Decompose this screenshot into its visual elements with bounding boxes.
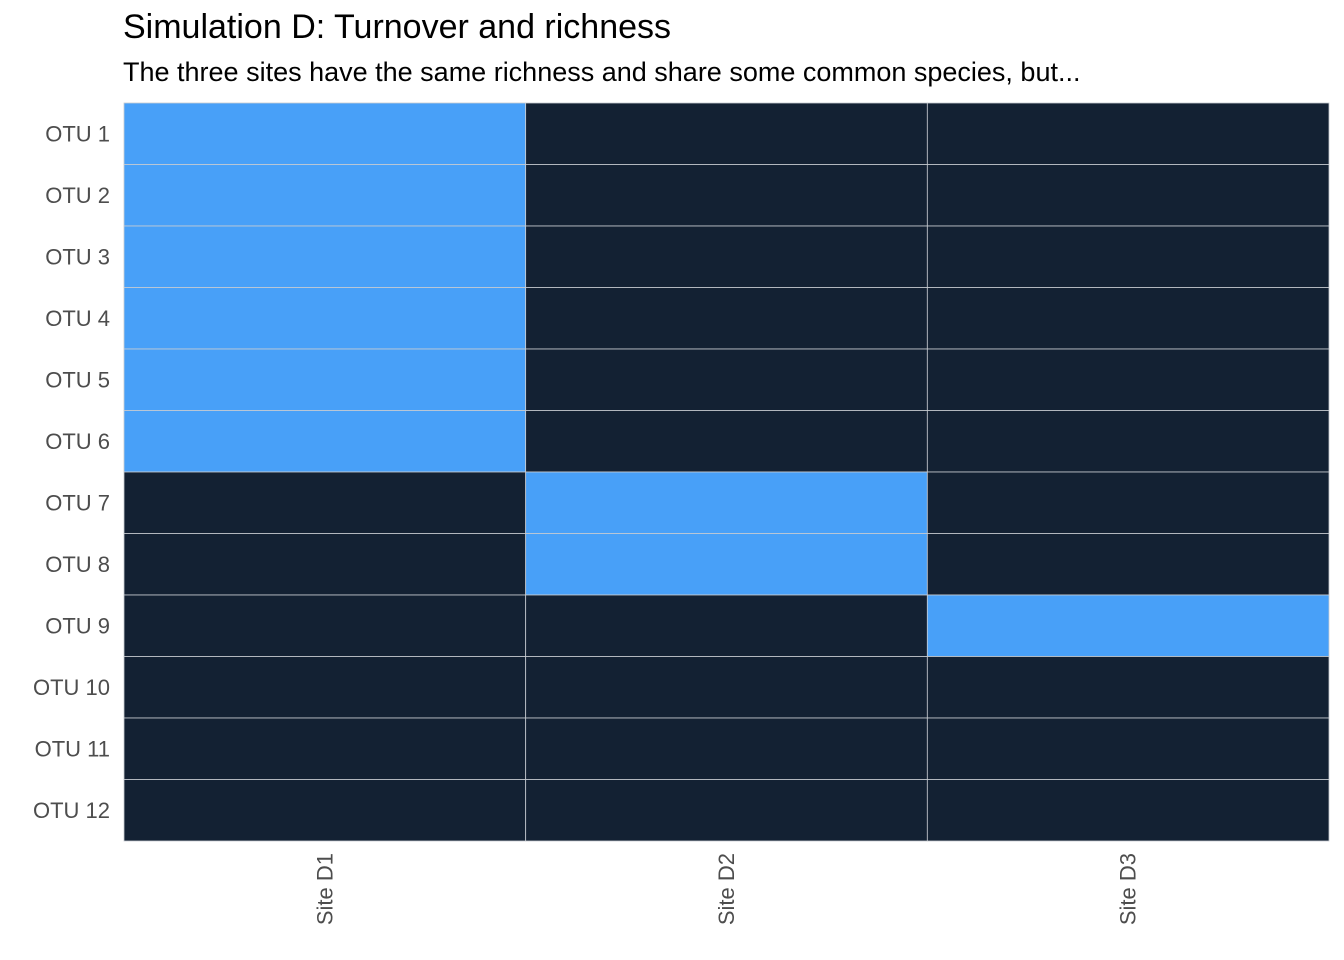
heatmap-cell <box>926 594 1330 657</box>
heatmap-cell <box>123 471 527 534</box>
heatmap-cell <box>525 287 928 350</box>
heatmap-cell <box>525 410 928 473</box>
heatmap-cell <box>525 533 928 596</box>
heatmap-cell <box>926 164 1330 227</box>
y-tick-label: OTU 8 <box>45 552 110 577</box>
heatmap-cell <box>926 471 1330 534</box>
heatmap-cell <box>926 102 1330 165</box>
heatmap-cell <box>123 533 527 596</box>
heatmap-cell <box>123 656 527 719</box>
heatmap-cell <box>926 779 1330 842</box>
heatmap-cell <box>123 410 527 473</box>
heatmap-cell <box>123 287 527 350</box>
chart-subtitle: The three sites have the same richness a… <box>123 57 1081 87</box>
heatmap-cell <box>926 656 1330 719</box>
heatmap-cell <box>123 779 527 842</box>
y-tick-label: OTU 6 <box>45 429 110 454</box>
heatmap-cell <box>123 717 527 780</box>
heatmap-cell <box>525 471 928 534</box>
heatmap-cell <box>926 533 1330 596</box>
y-tick-label: OTU 12 <box>33 798 110 823</box>
heatmap-cell <box>525 225 928 288</box>
y-tick-label: OTU 11 <box>35 736 110 761</box>
y-tick-label: OTU 9 <box>45 613 110 638</box>
y-tick-label: OTU 1 <box>45 121 110 146</box>
heatmap-cell <box>123 164 527 227</box>
chart-title: Simulation D: Turnover and richness <box>123 8 672 46</box>
y-tick-label: OTU 3 <box>45 244 110 269</box>
x-tick-label: Site D3 <box>1116 853 1141 925</box>
heatmap-cell <box>525 717 928 780</box>
y-tick-label: OTU 2 <box>45 183 110 208</box>
y-axis-tick-labels: OTU 1 OTU 2 OTU 3 OTU 4 OTU 5 OTU 6 OTU 7 OTU 8… <box>33 121 110 823</box>
heatmap-cell <box>926 287 1330 350</box>
y-tick-label: OTU 5 <box>45 367 110 392</box>
heatmap-cell <box>123 225 527 288</box>
heatmap-cell <box>123 348 527 411</box>
heatmap-cell <box>525 348 928 411</box>
heatmap-cell <box>525 102 928 165</box>
heatmap-cell <box>123 594 527 657</box>
heatmap-cell <box>525 594 928 657</box>
heatmap-cell <box>123 102 527 165</box>
heatmap-cell <box>926 410 1330 473</box>
heatmap-cell <box>926 225 1330 288</box>
x-tick-label: Site D1 <box>312 853 337 925</box>
heatmap-cell <box>525 656 928 719</box>
y-tick-label: OTU 7 <box>45 490 110 515</box>
heatmap-cells <box>123 102 1330 842</box>
heatmap-cell <box>926 348 1330 411</box>
x-axis-tick-labels: Site D1 Site D2 Site D3 <box>312 853 1140 925</box>
y-tick-label: OTU 10 <box>33 675 110 700</box>
heatmap-cell <box>926 717 1330 780</box>
heatmap-cell <box>525 164 928 227</box>
y-tick-label: OTU 4 <box>45 306 110 331</box>
heatmap-cell <box>525 779 928 842</box>
x-tick-label: Site D2 <box>714 853 739 925</box>
